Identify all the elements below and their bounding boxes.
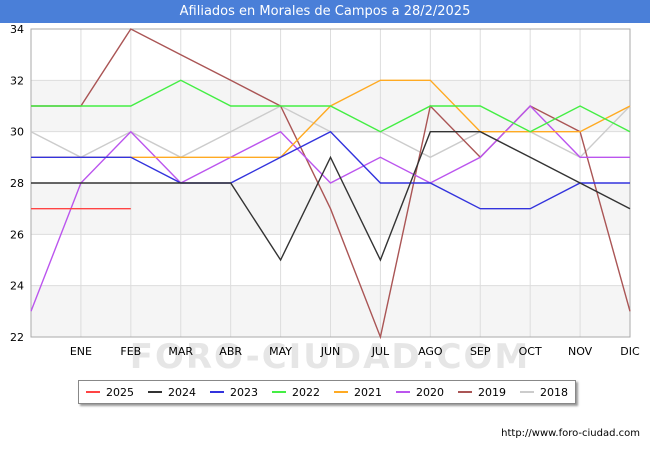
x-tick-label: SEP [470,345,491,358]
y-tick-labels: 22 24 26 28 30 32 34 [10,23,24,344]
legend-label: 2021 [354,385,382,399]
legend-swatch [86,391,100,393]
series-line-2024 [31,131,631,262]
legend-swatch [272,391,286,393]
legend-label: 2023 [230,385,258,399]
y-tick-label: 32 [10,74,24,87]
y-tick-label: 28 [10,177,24,190]
x-tick-label: ABR [219,345,242,358]
legend-swatch [148,391,162,393]
x-tick-label: DIC [620,345,640,358]
legend-item-2025: 2025 [86,386,134,399]
y-tick-label: 26 [10,228,24,241]
legend-label: 2020 [416,385,444,399]
legend-swatch [520,391,534,393]
x-tick-label: JUL [371,345,390,358]
series-line-2023 [31,130,630,210]
legend-item-2024: 2024 [148,386,196,399]
legend-label: 2019 [478,385,506,399]
legend: 2025 2024 2023 2022 2021 2020 2019 2018 [78,380,576,404]
legend-item-2022: 2022 [272,386,320,399]
y-tick-label: 30 [10,126,24,139]
legend-label: 2018 [540,385,568,399]
legend-item-2019: 2019 [458,386,506,399]
x-tick-label: AGO [418,345,443,358]
legend-item-2021: 2021 [334,386,382,399]
legend-label: 2024 [168,385,196,399]
y-tick-label: 22 [10,331,24,344]
series-line-2020 [30,104,630,312]
legend-swatch [458,391,472,393]
legend-item-2023: 2023 [210,386,258,399]
legend-item-2020: 2020 [396,386,444,399]
source-url[interactable]: http://www.foro-ciudad.com [501,428,640,439]
x-tick-labels: ENE FEB MAR ABR MAY JUN JUL AGO SEP OCT NOV DIC [70,345,640,358]
legend-label: 2022 [292,385,320,399]
x-tick-label: FEB [120,345,141,358]
x-tick-label: JUN [320,345,341,358]
series-line-2022 [31,79,631,133]
x-tick-label: OCT [519,345,542,358]
x-tick-label: MAY [269,345,292,358]
x-tick-label: ENE [70,345,92,358]
legend-swatch [334,391,348,393]
legend-label: 2025 [106,385,134,399]
x-tick-label: MAR [168,345,193,358]
watermark: FORO-CIUDAD.COM [130,337,531,377]
y-tick-label: 24 [10,280,24,293]
series-lines [30,28,631,340]
legend-item-2018: 2018 [520,386,568,399]
y-tick-label: 34 [10,23,24,36]
legend-swatch [396,391,410,393]
chart-title: Afiliados en Morales de Campos a 28/2/20… [0,0,650,23]
x-tick-label: NOV [568,345,593,358]
legend-swatch [210,391,224,393]
